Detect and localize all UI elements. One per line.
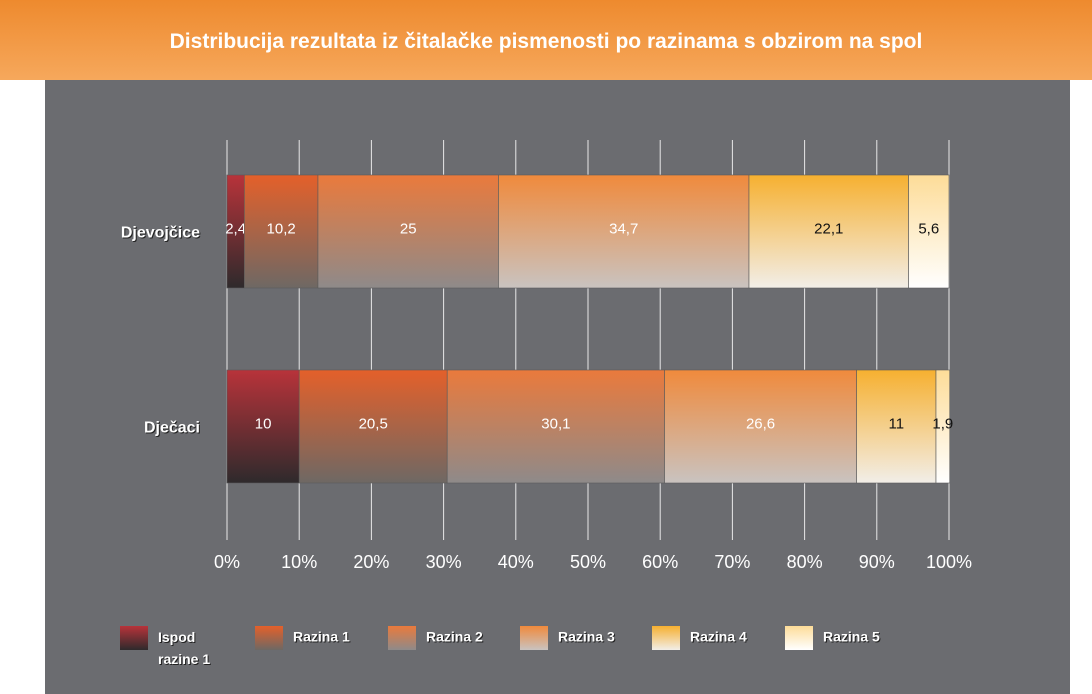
x-tick-label: 50% (570, 552, 606, 572)
legend-label: Razina 2 (426, 629, 483, 645)
legend-swatch (255, 626, 283, 650)
legend-swatch (520, 626, 548, 650)
x-tick-label: 40% (498, 552, 534, 572)
legend-swatch (388, 626, 416, 650)
bar-segment (908, 174, 950, 289)
legend-label: Razina 3 (558, 629, 615, 645)
legend-line: Ispod (158, 629, 195, 645)
bar-segment (935, 369, 951, 484)
x-tick-label: 10% (281, 552, 317, 572)
bar-segment (446, 369, 665, 484)
x-tick-label: 20% (353, 552, 389, 572)
category-label: Djevojčice (121, 225, 200, 242)
legend-swatch (785, 626, 813, 650)
bar-segment (856, 369, 937, 484)
bar-segment (664, 369, 857, 484)
legend-swatch (120, 626, 148, 650)
x-tick-label: 70% (714, 552, 750, 572)
bar-segment (317, 174, 499, 289)
legend-line: razine 1 (158, 651, 210, 667)
value-label: 10 (255, 415, 272, 432)
value-label: 11 (889, 415, 905, 432)
value-label: 26,6 (746, 415, 775, 432)
value-label: 10,2 (267, 220, 296, 237)
x-tick-label: 100% (926, 552, 972, 572)
legend-swatch (652, 626, 680, 650)
bar-segment (498, 174, 750, 289)
value-label: 1,9 (932, 415, 953, 432)
legend-label: Razina 4 (690, 629, 747, 645)
legend-label: Razina 5 (823, 629, 880, 645)
bar-segment (244, 174, 319, 289)
bar-segment (298, 369, 448, 484)
x-tick-label: 0% (214, 552, 240, 572)
value-label: 30,1 (541, 415, 570, 432)
value-label: 5,6 (918, 220, 939, 237)
value-label: 22,1 (814, 220, 843, 237)
category-label: Dječaci (144, 420, 200, 437)
x-tick-label: 90% (859, 552, 895, 572)
legend-label: Ispod razine 1 (158, 629, 210, 667)
x-tick-label: 60% (642, 552, 678, 572)
value-label: 2,4 (225, 220, 246, 237)
legend-label: Razina 1 (293, 629, 350, 645)
value-label: 34,7 (609, 220, 638, 237)
value-label: 20,5 (359, 415, 388, 432)
bar-segment (748, 174, 909, 289)
x-tick-label: 30% (426, 552, 462, 572)
chart-title: Distribucija rezultata iz čitalačke pism… (0, 0, 1092, 80)
value-label: 25 (400, 220, 417, 237)
x-tick-label: 80% (787, 552, 823, 572)
